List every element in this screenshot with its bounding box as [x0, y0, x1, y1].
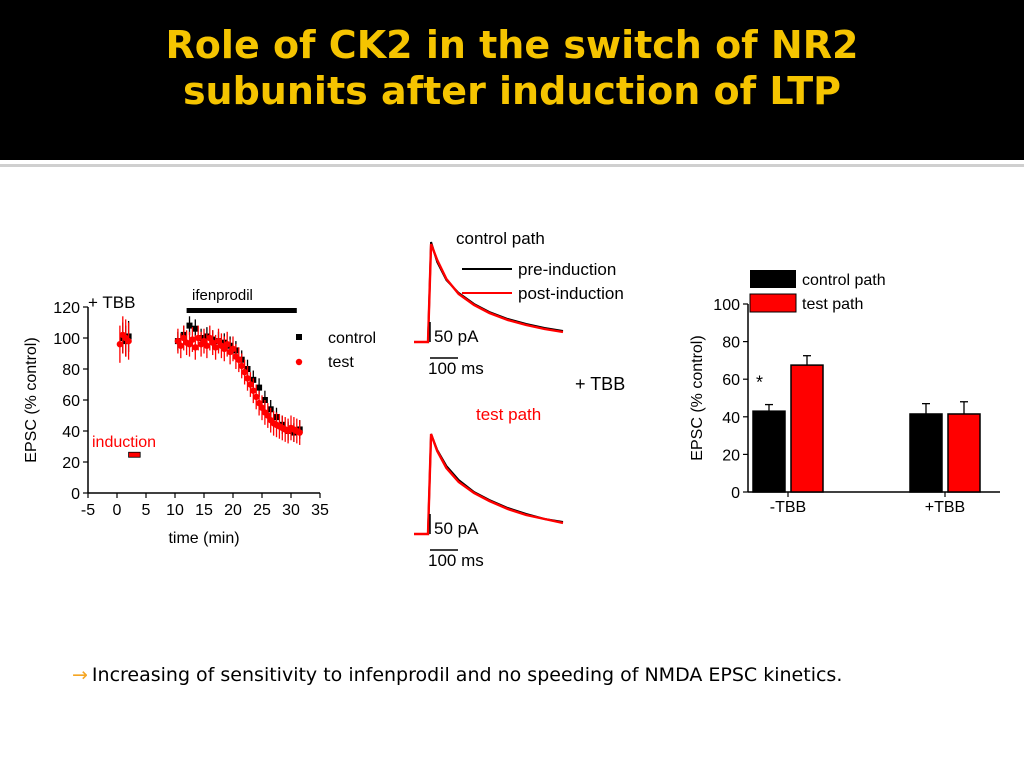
control-path-title: control path — [456, 229, 545, 248]
legend-control-path-label: control path — [802, 272, 886, 289]
tbb-side-label: + TBB — [575, 374, 625, 394]
test-point — [189, 336, 196, 343]
x-tick-label: 15 — [195, 502, 213, 519]
legend-post-induction-label: post-induction — [518, 284, 624, 303]
y-tick-label: 100 — [53, 331, 80, 348]
bullet-text: Increasing of sensitivity to infenprodil… — [91, 664, 843, 686]
test-point — [177, 342, 184, 349]
legend-test-marker — [295, 358, 303, 366]
test-point — [253, 393, 260, 401]
legend-test-path-swatch — [749, 293, 797, 313]
y-tick-label: 0 — [731, 485, 740, 502]
slide-title-line1: Role of CK2 in the switch of NR2 — [165, 23, 859, 67]
test-point — [212, 344, 219, 351]
test-point — [209, 339, 216, 346]
title-divider — [0, 164, 1024, 167]
test-point — [258, 404, 266, 411]
control-path-bar — [752, 410, 786, 493]
legend-control-path-swatch — [750, 270, 796, 288]
control-point — [186, 322, 193, 329]
bar-chart: 0 20 40 60 80 100 EPSC (% control) -TBB +TBB * con… — [689, 270, 1000, 516]
control-path-scale-current-label: 50 pA — [434, 327, 479, 346]
test-point — [221, 345, 228, 353]
category-label: -TBB — [770, 499, 806, 516]
test-point — [238, 362, 245, 370]
y-tick-label: 60 — [722, 372, 740, 389]
test-point — [125, 337, 132, 345]
bullet-point: → Increasing of sensitivity to infenprodi… — [72, 664, 972, 686]
test-point — [264, 412, 271, 419]
test-point — [180, 334, 187, 342]
x-tick-label: 20 — [224, 502, 242, 519]
y-axis-title: EPSC (% control) — [689, 335, 706, 460]
test-point — [174, 337, 182, 345]
x-tick-label: 25 — [253, 502, 271, 519]
test-point — [116, 341, 124, 348]
epsc-traces-figure: control path pre-induction post-induction 5… — [414, 229, 625, 570]
x-axis-title: time (min) — [168, 530, 239, 547]
significance-marker: * — [756, 373, 763, 393]
title-band — [0, 0, 1024, 160]
x-tick-label: 5 — [142, 502, 151, 519]
y-axis-title: EPSC (% control) — [23, 337, 40, 462]
x-tick-label: 30 — [282, 502, 300, 519]
control-path-scale-time-label: 100 ms — [428, 359, 484, 378]
slide-title: Role of CK2 in the switch of NR2 subunit… — [0, 22, 1024, 114]
legend-pre-induction-label: pre-induction — [518, 260, 616, 279]
test-path-bar — [947, 413, 981, 493]
y-tick-label: 0 — [71, 486, 80, 503]
category-label: +TBB — [925, 499, 965, 516]
induction-marker — [128, 451, 141, 458]
test-point — [247, 381, 254, 388]
y-tick-label: 60 — [62, 393, 80, 410]
x-tick-label: 35 — [311, 502, 329, 519]
test-point — [229, 345, 237, 353]
y-tick-label: 100 — [713, 297, 740, 314]
test-point — [195, 334, 202, 342]
ifenprodil-bar — [186, 308, 297, 313]
x-tick-label: -5 — [81, 502, 95, 519]
control-path-bar — [909, 413, 943, 493]
ifenprodil-label: ifenprodil — [192, 287, 253, 304]
test-path-post-induction-trace — [414, 433, 564, 536]
test-point — [206, 334, 213, 342]
x-tick-label: 10 — [166, 502, 184, 519]
test-point — [215, 337, 222, 345]
test-point — [250, 387, 257, 394]
control-point — [256, 384, 263, 391]
test-point — [244, 375, 251, 382]
legend-test-path-label: test path — [802, 296, 863, 313]
test-path-scale-time-label: 100 ms — [428, 551, 484, 570]
test-point — [241, 368, 248, 376]
y-tick-label: 40 — [62, 424, 80, 441]
y-tick-label: 20 — [62, 455, 80, 472]
control-point — [192, 325, 199, 332]
y-tick-label: 80 — [62, 362, 80, 379]
test-point — [235, 356, 242, 363]
test-point — [296, 429, 303, 436]
test-point — [255, 399, 263, 407]
test-point — [200, 337, 208, 345]
test-point — [224, 341, 231, 348]
test-point — [203, 342, 211, 349]
y-tick-label: 40 — [722, 410, 740, 427]
x-tick-label: 0 — [113, 502, 122, 519]
slide-title-line2: subunits after induction of LTP — [182, 69, 842, 113]
y-tick-label: 120 — [53, 300, 80, 317]
panel-label-tbb: + TBB — [88, 293, 135, 312]
legend-control-marker — [296, 334, 302, 340]
y-tick-label: 80 — [722, 335, 740, 352]
control-path-post-induction-trace — [414, 243, 564, 344]
test-point — [186, 341, 193, 348]
y-tick-label: 20 — [722, 447, 740, 464]
induction-label: induction — [92, 434, 156, 451]
test-path-title: test path — [476, 405, 541, 424]
test-path-scale-current-label: 50 pA — [434, 519, 479, 538]
legend-test-label: test — [328, 354, 354, 371]
test-path-bar — [790, 364, 824, 493]
legend-control-label: control — [328, 330, 376, 347]
arrow-icon: → — [72, 664, 88, 686]
test-point — [192, 344, 199, 351]
